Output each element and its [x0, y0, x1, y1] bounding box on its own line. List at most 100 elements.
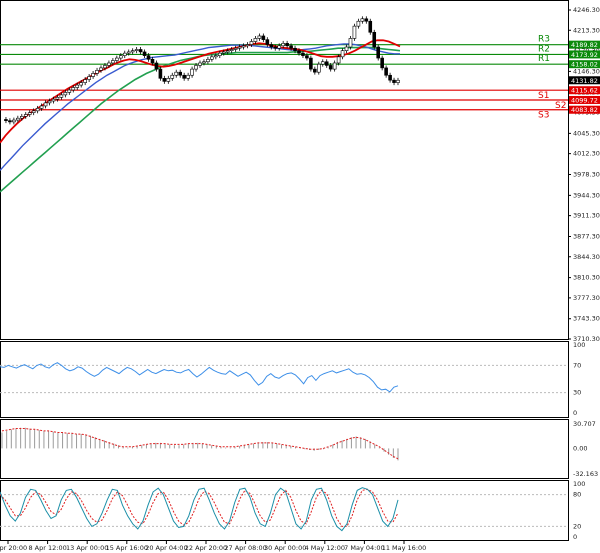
- rsi-panel-frame: [0, 341, 569, 418]
- level-tag-r1: [569, 60, 600, 69]
- candle-body: [372, 31, 377, 48]
- candle-body: [198, 62, 202, 66]
- candle-body: [16, 117, 20, 121]
- level-tag-text: 4158.02: [571, 61, 598, 69]
- ema-slow-line: [0, 46, 401, 193]
- candle-body: [364, 18, 369, 22]
- price-axis-tick: 3944.30: [573, 191, 600, 199]
- candle-body: [95, 70, 99, 74]
- candle-body: [261, 35, 266, 40]
- candle-body: [4, 119, 8, 121]
- x-axis-tick: 7 May 04:00: [344, 544, 384, 552]
- candle-body: [237, 46, 242, 49]
- price-axis-tick: 4146.30: [573, 67, 600, 75]
- ema-mid-line: [0, 43, 400, 171]
- candle-body: [293, 47, 297, 51]
- candle-body: [301, 52, 305, 56]
- candle-body: [289, 45, 293, 49]
- candle-body: [392, 79, 396, 83]
- candle-body: [162, 78, 167, 82]
- candle-body: [130, 50, 135, 53]
- candle-body: [178, 71, 182, 76]
- candle-body: [43, 102, 48, 107]
- candle-body: [146, 55, 151, 60]
- level-label-s1: S1: [538, 91, 549, 101]
- price-axis-tick: 4012.30: [573, 150, 600, 158]
- price-axis-tick: 3978.30: [573, 171, 600, 179]
- candle-body: [384, 67, 388, 76]
- candle-body: [233, 47, 238, 50]
- candle-body: [332, 62, 337, 70]
- candle-body: [79, 82, 83, 86]
- rsi-axis-tick: 100: [573, 341, 585, 349]
- candle-body: [154, 62, 159, 70]
- candle-body: [356, 20, 361, 27]
- macd-panel: 30.707 0.00 -32.163: [1, 420, 598, 478]
- candle-body: [396, 79, 400, 83]
- candle-body: [324, 61, 329, 66]
- price-axis-tick: 3743.30: [573, 315, 600, 323]
- rsi-line: [0, 362, 399, 393]
- stoch-axis-tick: 20: [573, 522, 581, 530]
- price-axis-tick: 4246.30: [573, 6, 600, 14]
- candle-body: [376, 46, 381, 59]
- candle-body: [51, 98, 56, 102]
- macd-axis-tick: 0.00: [573, 444, 587, 452]
- price-axis-tick: 3844.30: [573, 253, 600, 261]
- candle-body: [380, 57, 384, 69]
- level-tag-text: 4083.82: [571, 106, 598, 114]
- macd-axis-tick: 30.707: [573, 420, 596, 428]
- candle-body: [182, 74, 186, 79]
- level-tag-text: 4115.62: [571, 87, 598, 95]
- candle-body: [273, 46, 278, 49]
- candle-body: [186, 74, 190, 79]
- candle-body: [245, 44, 250, 47]
- price-panel-frame: [0, 0, 569, 340]
- candle-body: [320, 61, 325, 65]
- stochastic-panel: 100 80 20 0: [0, 480, 585, 541]
- candle-body: [55, 97, 60, 100]
- candle-body: [115, 57, 119, 61]
- level-tag-text: 4099.72: [571, 96, 598, 104]
- candle-body: [31, 110, 36, 113]
- macd-axis-tick: -32.163: [573, 470, 598, 478]
- candle-body: [8, 120, 12, 123]
- price-axis-tick: 3777.30: [573, 294, 600, 302]
- candle-body: [253, 38, 258, 42]
- price-axis-tick: 3877.30: [573, 232, 600, 240]
- level-tag-text: 4173.92: [571, 51, 598, 59]
- candle-body: [305, 55, 309, 59]
- candle-body: [12, 119, 16, 123]
- rsi-axis-tick: 0: [573, 409, 577, 417]
- candle-body: [83, 79, 87, 83]
- candle-body: [340, 50, 345, 58]
- x-axis-tick: 4 May 12:00: [305, 544, 345, 552]
- candle-body: [316, 63, 321, 73]
- candle-body: [368, 20, 373, 33]
- candle-body: [221, 51, 226, 54]
- x-axis-tick: 30 Apr 00:00: [264, 544, 306, 552]
- candle-body: [59, 94, 64, 98]
- candle-body: [225, 50, 230, 53]
- candle-body: [210, 56, 214, 60]
- candle-body: [265, 39, 270, 45]
- x-axis-tick: 27 Apr 08:00: [224, 544, 266, 552]
- x-axis-tick: 8 Apr 12:00: [28, 544, 66, 552]
- candle-body: [336, 56, 341, 64]
- stoch-axis-tick: 100: [573, 480, 585, 488]
- level-tag-s1: [569, 86, 600, 95]
- price-axis-tick: 4213.30: [573, 26, 600, 34]
- rsi-axis-tick: 70: [573, 361, 581, 369]
- level-tag-text: 4189.82: [571, 41, 598, 49]
- candle-body: [87, 76, 91, 80]
- candle-body: [47, 100, 52, 104]
- candle-body: [35, 108, 40, 112]
- candle-body: [107, 62, 111, 66]
- candle-body: [39, 105, 44, 109]
- stoch-d-line: [0, 488, 399, 527]
- candle-body: [352, 25, 357, 39]
- price-axis-tick: 3911.30: [573, 212, 600, 220]
- x-axis-tick: 20 Apr 04:00: [145, 544, 187, 552]
